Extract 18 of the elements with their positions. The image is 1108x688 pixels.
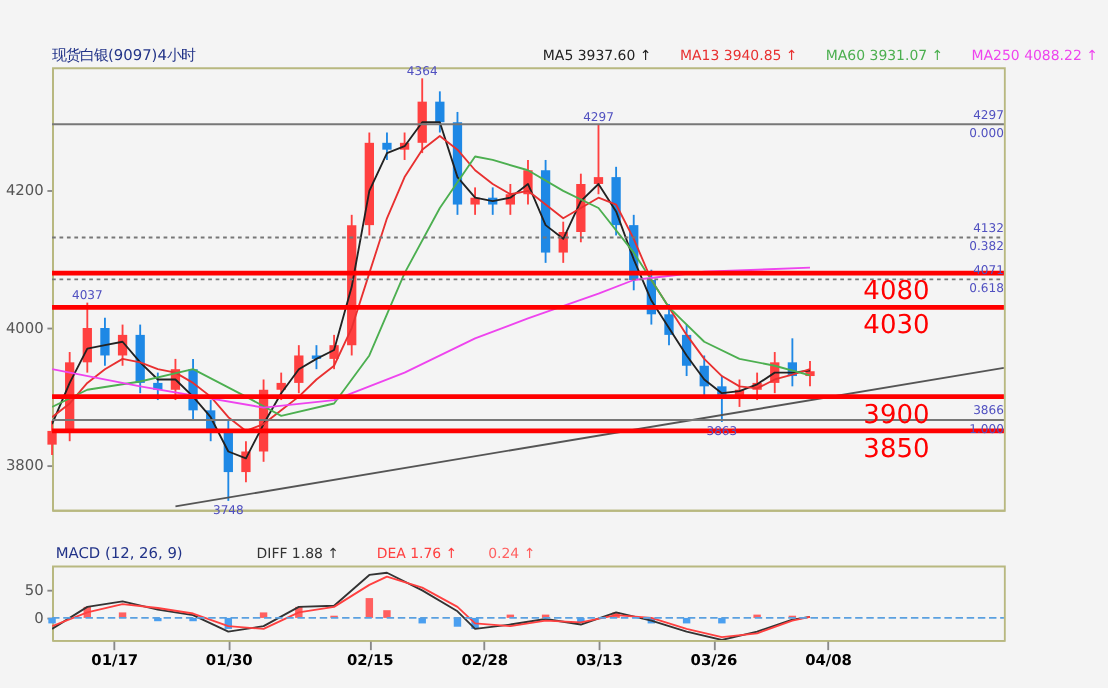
- ref-line-label: 3900: [863, 400, 930, 431]
- x-tick-label: 01/17: [91, 651, 139, 670]
- chart-title: 现货白银(9097)4小时: [52, 45, 195, 64]
- x-tick-label: 02/28: [461, 651, 509, 670]
- x-tick-label: 02/15: [346, 651, 394, 670]
- y-tick-label: 3800: [5, 455, 45, 474]
- x-tick-label: 01/30: [205, 651, 253, 670]
- x-tick-label: 04/08: [805, 651, 852, 670]
- ref-line-label: 4030: [863, 311, 930, 342]
- chart-title: MACD (12, 26, 9): [55, 544, 183, 563]
- y-tick-label: 4200: [5, 181, 45, 200]
- y-tick-label: 0: [34, 608, 45, 627]
- ref-line-label: 4080: [863, 277, 930, 308]
- x-tick-label: 03/26: [690, 651, 738, 670]
- y-tick-label: 4000: [5, 318, 45, 337]
- ref-line-label: 3850: [863, 434, 930, 465]
- x-tick-label: 03/13: [576, 651, 623, 670]
- y-tick-label: 50: [24, 581, 45, 600]
